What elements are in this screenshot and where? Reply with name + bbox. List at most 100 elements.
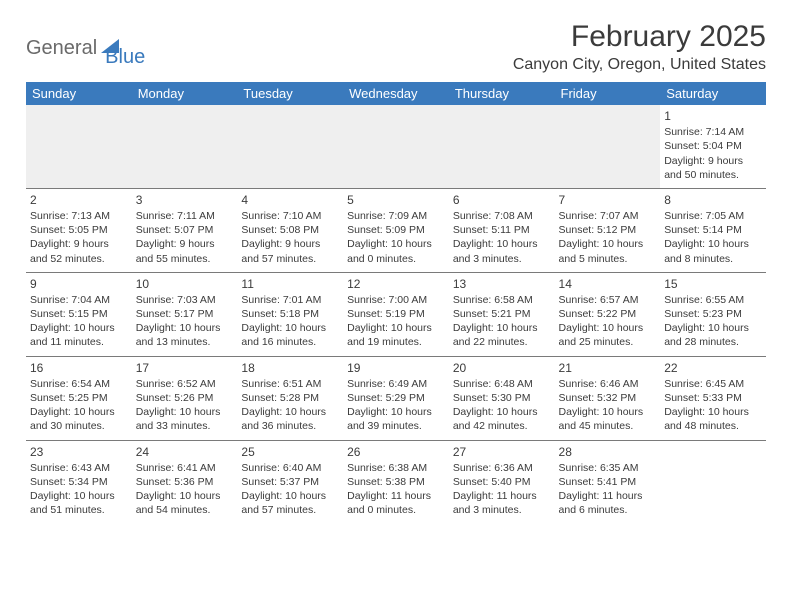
location: Canyon City, Oregon, United States: [513, 56, 766, 74]
sunset-line: Sunset: 5:22 PM: [559, 307, 657, 321]
sunset-line: Sunset: 5:38 PM: [347, 475, 445, 489]
sunset-line: Sunset: 5:23 PM: [664, 307, 762, 321]
calendar-cell: 26Sunrise: 6:38 AMSunset: 5:38 PMDayligh…: [343, 440, 449, 523]
sunrise-line: Sunrise: 6:49 AM: [347, 377, 445, 391]
calendar-cell: 20Sunrise: 6:48 AMSunset: 5:30 PMDayligh…: [449, 356, 555, 440]
header: General Blue February 2025 Canyon City, …: [26, 20, 766, 74]
sunrise-line: Sunrise: 6:57 AM: [559, 293, 657, 307]
calendar-week-row: 2Sunrise: 7:13 AMSunset: 5:05 PMDaylight…: [26, 188, 766, 272]
calendar-cell: 2Sunrise: 7:13 AMSunset: 5:05 PMDaylight…: [26, 188, 132, 272]
calendar-cell: 3Sunrise: 7:11 AMSunset: 5:07 PMDaylight…: [132, 188, 238, 272]
sunrise-line: Sunrise: 7:11 AM: [136, 209, 234, 223]
day-number: 2: [30, 192, 128, 208]
calendar-cell: 17Sunrise: 6:52 AMSunset: 5:26 PMDayligh…: [132, 356, 238, 440]
sunset-line: Sunset: 5:08 PM: [241, 223, 339, 237]
day-number: 1: [664, 108, 762, 124]
sunset-line: Sunset: 5:18 PM: [241, 307, 339, 321]
daylight-line: Daylight: 10 hours and 19 minutes.: [347, 321, 445, 349]
sunset-line: Sunset: 5:40 PM: [453, 475, 551, 489]
sunrise-line: Sunrise: 7:08 AM: [453, 209, 551, 223]
day-number: 19: [347, 360, 445, 376]
day-number: 9: [30, 276, 128, 292]
day-number: 15: [664, 276, 762, 292]
calendar-cell: 7Sunrise: 7:07 AMSunset: 5:12 PMDaylight…: [555, 188, 661, 272]
daylight-line: Daylight: 10 hours and 25 minutes.: [559, 321, 657, 349]
calendar-cell: [660, 440, 766, 523]
sunset-line: Sunset: 5:30 PM: [453, 391, 551, 405]
day-number: 22: [664, 360, 762, 376]
sunrise-line: Sunrise: 7:07 AM: [559, 209, 657, 223]
sunrise-line: Sunrise: 6:58 AM: [453, 293, 551, 307]
sunrise-line: Sunrise: 6:55 AM: [664, 293, 762, 307]
calendar-cell: 23Sunrise: 6:43 AMSunset: 5:34 PMDayligh…: [26, 440, 132, 523]
sunset-line: Sunset: 5:09 PM: [347, 223, 445, 237]
calendar-cell: 9Sunrise: 7:04 AMSunset: 5:15 PMDaylight…: [26, 272, 132, 356]
day-number: 28: [559, 444, 657, 460]
day-header: Wednesday: [343, 82, 449, 105]
calendar-cell: 8Sunrise: 7:05 AMSunset: 5:14 PMDaylight…: [660, 188, 766, 272]
sunset-line: Sunset: 5:36 PM: [136, 475, 234, 489]
sunrise-line: Sunrise: 6:46 AM: [559, 377, 657, 391]
calendar-cell: 1Sunrise: 7:14 AMSunset: 5:04 PMDaylight…: [660, 105, 766, 188]
title-block: February 2025 Canyon City, Oregon, Unite…: [513, 20, 766, 74]
sunset-line: Sunset: 5:25 PM: [30, 391, 128, 405]
calendar-cell: 25Sunrise: 6:40 AMSunset: 5:37 PMDayligh…: [237, 440, 343, 523]
sunset-line: Sunset: 5:26 PM: [136, 391, 234, 405]
day-number: 6: [453, 192, 551, 208]
daylight-line: Daylight: 11 hours and 0 minutes.: [347, 489, 445, 517]
calendar-cell: 14Sunrise: 6:57 AMSunset: 5:22 PMDayligh…: [555, 272, 661, 356]
calendar-week-row: 9Sunrise: 7:04 AMSunset: 5:15 PM Daylight…: [26, 272, 766, 356]
calendar-cell: 5Sunrise: 7:09 AMSunset: 5:09 PMDaylight…: [343, 188, 449, 272]
logo-text-general: General: [26, 37, 97, 60]
calendar-cell: 13Sunrise: 6:58 AMSunset: 5:21 PMDayligh…: [449, 272, 555, 356]
day-header-row: Sunday Monday Tuesday Wednesday Thursday…: [26, 82, 766, 105]
daylight-line: Daylight: 10 hours and 22 minutes.: [453, 321, 551, 349]
sunrise-line: Sunrise: 7:04 AM: [30, 293, 128, 307]
calendar-cell: [449, 105, 555, 188]
logo-text-blue: Blue: [105, 46, 145, 69]
daylight-line: Daylight: 10 hours and 51 minutes.: [30, 489, 128, 517]
sunrise-line: Sunrise: 6:40 AM: [241, 461, 339, 475]
day-number: 14: [559, 276, 657, 292]
sunrise-line: Sunrise: 6:51 AM: [241, 377, 339, 391]
sunrise-line: Sunrise: 6:52 AM: [136, 377, 234, 391]
day-number: 25: [241, 444, 339, 460]
daylight-line: Daylight: 10 hours and 45 minutes.: [559, 405, 657, 433]
calendar-cell: 24Sunrise: 6:41 AMSunset: 5:36 PMDayligh…: [132, 440, 238, 523]
sunrise-line: Sunrise: 6:45 AM: [664, 377, 762, 391]
day-number: 8: [664, 192, 762, 208]
day-header: Thursday: [449, 82, 555, 105]
sunset-line: Sunset: 5:15 PM: [30, 307, 128, 321]
calendar-cell: [237, 105, 343, 188]
sunset-line: Sunset: 5:33 PM: [664, 391, 762, 405]
calendar-cell: 11Sunrise: 7:01 AMSunset: 5:18 PMDayligh…: [237, 272, 343, 356]
day-number: 27: [453, 444, 551, 460]
calendar-cell: 10Sunrise: 7:03 AMSunset: 5:17 PMDayligh…: [132, 272, 238, 356]
daylight-line: Daylight: 11 hours and 6 minutes.: [559, 489, 657, 517]
sunrise-line: Sunrise: 6:41 AM: [136, 461, 234, 475]
sunset-line: Sunset: 5:05 PM: [30, 223, 128, 237]
sunset-line: Sunset: 5:11 PM: [453, 223, 551, 237]
daylight-line: Daylight: 10 hours and 8 minutes.: [664, 237, 762, 265]
daylight-line: Daylight: 10 hours and 36 minutes.: [241, 405, 339, 433]
sunset-line: Sunset: 5:12 PM: [559, 223, 657, 237]
sunrise-line: Sunrise: 7:10 AM: [241, 209, 339, 223]
day-number: 13: [453, 276, 551, 292]
daylight-line: Daylight: 9 hours and 52 minutes.: [30, 237, 128, 265]
day-header: Saturday: [660, 82, 766, 105]
calendar-cell: 12Sunrise: 7:00 AMSunset: 5:19 PMDayligh…: [343, 272, 449, 356]
daylight-line: Daylight: 10 hours and 33 minutes.: [136, 405, 234, 433]
sunset-line: Sunset: 5:34 PM: [30, 475, 128, 489]
day-header: Sunday: [26, 82, 132, 105]
sunrise-line: Sunrise: 7:01 AM: [241, 293, 339, 307]
calendar-week-row: 16Sunrise: 6:54 AMSunset: 5:25 PMDayligh…: [26, 356, 766, 440]
daylight-line: Daylight: 10 hours and 28 minutes.: [664, 321, 762, 349]
calendar-page: General Blue February 2025 Canyon City, …: [0, 0, 792, 543]
sunrise-line: Sunrise: 7:09 AM: [347, 209, 445, 223]
sunrise-line: Sunrise: 6:43 AM: [30, 461, 128, 475]
calendar-cell: 18Sunrise: 6:51 AMSunset: 5:28 PMDayligh…: [237, 356, 343, 440]
calendar-cell: [26, 105, 132, 188]
month-title: February 2025: [513, 20, 766, 54]
sunrise-line: Sunrise: 6:35 AM: [559, 461, 657, 475]
day-number: 7: [559, 192, 657, 208]
